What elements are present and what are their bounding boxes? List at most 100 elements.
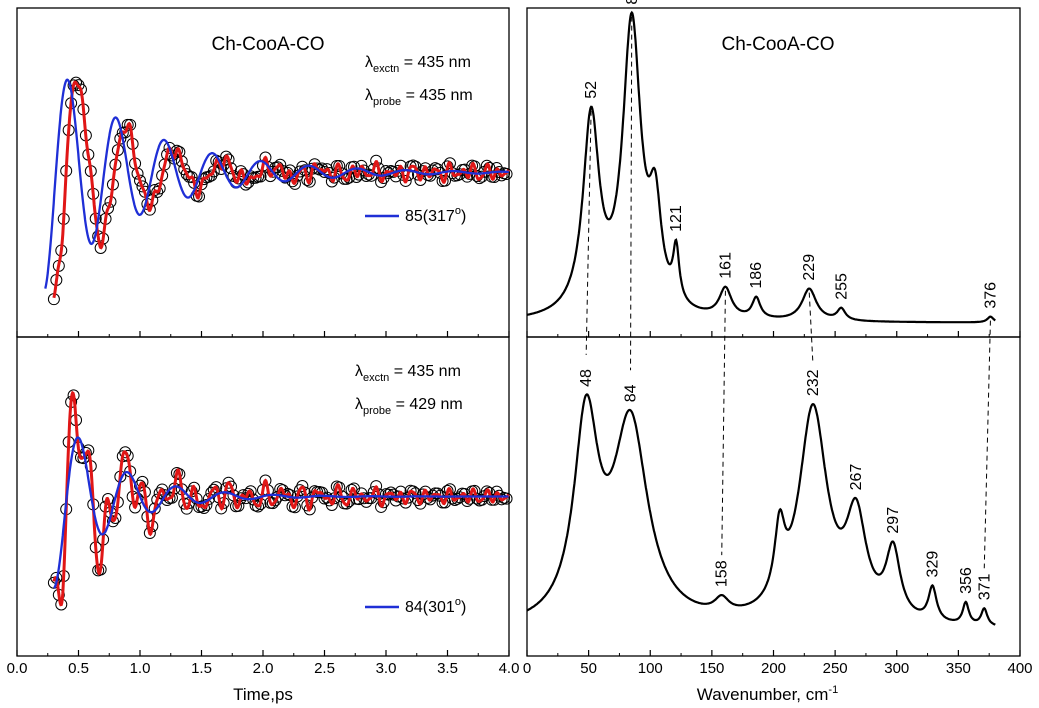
right-bottom-peak-label: 356 [958, 567, 975, 594]
left-top-legend-label: 85(317o) [405, 205, 466, 225]
bottom-data-point [443, 483, 456, 496]
right-top-peak-label: 52 [583, 81, 600, 99]
right-bottom-peak-label: 158 [714, 560, 731, 587]
right-x-tick-label: 250 [823, 660, 848, 677]
bottom-data-point [365, 492, 378, 505]
right-bottom-peak-label: 297 [885, 507, 902, 534]
right-bottom-peak-label: 329 [924, 551, 941, 578]
bottom-data-point [266, 497, 279, 510]
bottom-data-point [106, 515, 119, 528]
top-data-point [151, 186, 164, 199]
bottom-data-point [252, 500, 265, 513]
left-x-tick-label: 4.0 [499, 660, 520, 677]
correlation-dashed-line [630, 16, 633, 371]
left-x-tick-label: 1.0 [130, 660, 151, 677]
top-data-point [134, 174, 146, 187]
correlation-dashed-line [983, 320, 991, 569]
top-data-point [399, 174, 412, 187]
right-bottom-peak-label: 232 [805, 369, 822, 396]
right-top-title: Ch-CooA-CO [722, 34, 835, 55]
top-data-point [288, 177, 301, 190]
top-data-markers [47, 76, 513, 306]
left-top-excitation-label-subscript: exctn [373, 63, 399, 75]
top-data-point [370, 154, 383, 167]
top-data-point [222, 153, 235, 166]
bottom-data-point [259, 474, 272, 487]
top-data-point [136, 180, 149, 193]
right-bottom-peak-label: 371 [976, 573, 993, 600]
right-bottom-peak-label: 48 [578, 369, 595, 387]
right-x-tick-label: 400 [1007, 660, 1032, 677]
right-x-tick-label: 200 [761, 660, 786, 677]
correlation-dashed-line [721, 290, 726, 556]
right-top-peak-label: 376 [982, 282, 999, 309]
top-data-point [163, 141, 176, 154]
left-bottom-probe-label-subscript: probe [363, 405, 391, 417]
right-x-axis-title-superscript: -1 [828, 684, 838, 696]
bottom-data-point [370, 480, 383, 493]
left-bottom-legend-suffix: ) [461, 599, 466, 616]
right-top-peak-label: 161 [717, 252, 734, 279]
right-x-tick-label: 50 [580, 660, 597, 677]
right-x-axis-title: Wavenumber, cm-1 [697, 684, 838, 704]
left-x-tick-label: 3.0 [376, 660, 397, 677]
left-top-legend-superscript: o [455, 205, 461, 217]
left-top-excitation-label: λexctn = 435 nm [365, 54, 471, 75]
left-bottom-excitation-label: λexctn = 435 nm [355, 363, 461, 384]
left-top-probe-label-subscript: probe [373, 96, 401, 108]
left-bottom-probe-label-value: = 429 nm [391, 396, 463, 413]
bottom-data-point [414, 497, 427, 510]
left-bottom-excitation-label-subscript: exctn [363, 372, 389, 384]
top-data-point [234, 165, 247, 178]
top-data-point [102, 202, 115, 215]
correlation-dashed-line [808, 292, 814, 365]
left-top-probe-label-value: = 435 nm [401, 87, 473, 104]
left-bottom-legend-label: 84(301o) [405, 596, 466, 616]
left-top-legend-suffix: ) [461, 208, 466, 225]
bottom-data-point [296, 479, 309, 492]
left-top-title: Ch-CooA-CO [212, 34, 325, 55]
correlation-dashed-line [585, 110, 592, 355]
bottom-data-point [325, 498, 338, 511]
right-top-spectrum-line [526, 10, 996, 324]
time-domain-panel: 0.0 0.5 1.0 1.5 2.0 2.5 3.0 3.5 4.0 Time,ps Ch-Coo… [7, 7, 520, 704]
frequency-domain-panel: 0 50 100 150 200 250 300 350 400 Wavenumber, cm-1… [523, 0, 1033, 704]
left-x-tick-label: 3.5 [437, 660, 458, 677]
right-x-tick-label: 350 [946, 660, 971, 677]
bottom-data-point [244, 485, 257, 498]
bottom-data-point [129, 501, 142, 514]
left-x-axis-title: Time,ps [233, 685, 293, 704]
left-x-tick-label: 2.0 [253, 660, 274, 677]
bottom-data-point [180, 502, 193, 515]
right-top-peak-label: 229 [801, 254, 818, 281]
left-top-probe-label: λprobe = 435 nm [365, 87, 473, 108]
right-x-tick-label: 150 [699, 660, 724, 677]
top-data-point [220, 150, 233, 163]
bottom-data-point [495, 493, 508, 506]
left-bottom-excitation-label-value: = 435 nm [389, 363, 461, 380]
right-x-tick-label: 100 [638, 660, 663, 677]
bottom-data-point [222, 476, 235, 489]
left-bottom-probe-label: λprobe = 429 nm [355, 396, 463, 417]
right-bottom-peak-label: 84 [623, 384, 640, 402]
right-top-peak-label: 121 [668, 205, 685, 232]
right-top-peak-label: 255 [833, 273, 850, 300]
top-data-point [495, 169, 508, 182]
left-x-tick-label: 2.5 [314, 660, 335, 677]
bottom-component-line [53, 436, 509, 589]
right-top-frame [526, 7, 1021, 338]
top-data-point [461, 170, 474, 183]
top-data-point [185, 171, 198, 184]
right-x-tick-label: 300 [884, 660, 909, 677]
left-x-tick-label: 0.5 [68, 660, 89, 677]
top-component-line [44, 78, 510, 289]
right-bottom-spectrum-line [526, 393, 996, 626]
top-data-point [480, 159, 493, 172]
left-x-tick-label: 0.0 [7, 660, 28, 677]
left-x-tick-label: 1.5 [191, 660, 212, 677]
right-bottom-frame [526, 336, 1021, 657]
left-bottom-legend-superscript: o [455, 596, 461, 608]
bottom-data-point [232, 499, 245, 512]
bottom-data-point [119, 446, 132, 459]
left-top-excitation-label-value: = 435 nm [399, 54, 471, 71]
